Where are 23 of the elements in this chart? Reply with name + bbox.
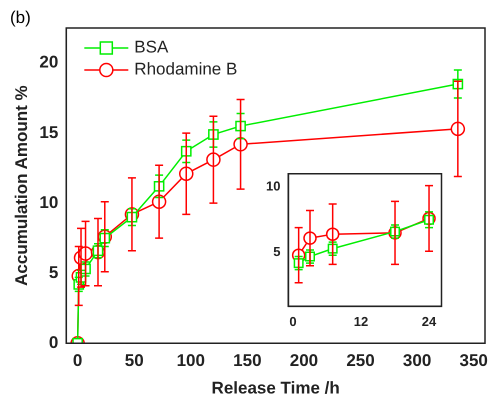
x-tick-label: 150 xyxy=(233,351,262,370)
y-tick-label: 10 xyxy=(39,192,58,212)
x-tick-label: 0 xyxy=(289,314,297,329)
x-tick-label: 12 xyxy=(354,314,368,329)
x-tick-label: 200 xyxy=(290,351,318,370)
legend-label: Rhodamine B xyxy=(134,60,238,79)
x-axis-title: Release Time /h xyxy=(212,378,340,398)
x-tick-label: 100 xyxy=(176,351,205,370)
chart-title: (b) xyxy=(10,8,31,28)
x-tick-label: 350 xyxy=(459,351,488,370)
y-tick-label: 5 xyxy=(273,244,280,260)
x-tick-label: 250 xyxy=(346,351,375,370)
x-tick-label: 50 xyxy=(124,351,144,370)
y-tick-label: 15 xyxy=(39,122,58,142)
y-tick-label: 20 xyxy=(39,52,58,72)
legend-label: BSA xyxy=(134,38,169,57)
y-axis-title: Accumulation Amount % xyxy=(12,85,31,286)
x-tick-label: 24 xyxy=(422,314,438,329)
y-tick-label: 10 xyxy=(266,178,280,194)
y-tick-label: 5 xyxy=(48,262,58,282)
y-tick-label: 0 xyxy=(48,332,58,352)
x-tick-label: 300 xyxy=(402,351,432,370)
x-tick-label: 0 xyxy=(72,351,82,370)
